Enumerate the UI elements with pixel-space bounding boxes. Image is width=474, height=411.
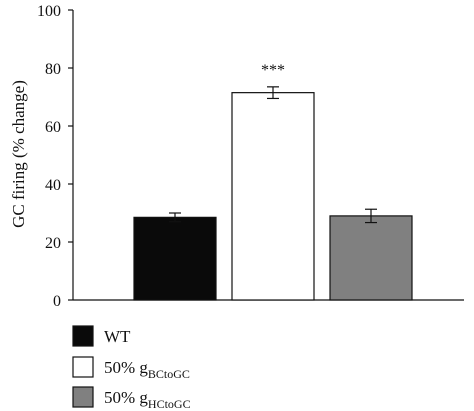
annotations: *** — [261, 62, 285, 79]
error-bars — [169, 86, 377, 224]
error-bar-2 — [267, 86, 279, 100]
significance-marker: *** — [261, 62, 285, 79]
error-bar-1 — [169, 212, 181, 223]
bar-3 — [329, 215, 413, 301]
legend-label: 50% gBCtoGC — [104, 358, 190, 381]
legend-entry-2: 50% gBCtoGC — [72, 356, 190, 381]
legend-swatch — [72, 356, 94, 378]
y-tick-label-20: 20 — [45, 235, 61, 252]
y-tick-label-80: 80 — [45, 61, 61, 78]
y-tick-label-60: 60 — [45, 119, 61, 136]
legend-label: WT — [104, 327, 131, 346]
error-bar-3 — [365, 208, 377, 224]
legend-swatch — [72, 325, 94, 347]
legend-entry-1: WT — [72, 325, 131, 347]
y-tick-label-40: 40 — [45, 177, 61, 194]
legend-label: 50% gHCtoGC — [104, 388, 191, 411]
legend-swatch — [72, 386, 94, 408]
legend: WT 50% gBCtoGC 50% gHCtoGC — [72, 325, 191, 411]
y-tick-label-0: 0 — [53, 293, 61, 310]
y-axis-label: GC firing (% change) — [9, 80, 28, 228]
y-tick-label-100: 100 — [37, 3, 61, 20]
bars — [133, 92, 413, 301]
legend-entry-3: 50% gHCtoGC — [72, 386, 191, 411]
bar-2 — [231, 92, 315, 301]
bar-1 — [133, 216, 217, 301]
